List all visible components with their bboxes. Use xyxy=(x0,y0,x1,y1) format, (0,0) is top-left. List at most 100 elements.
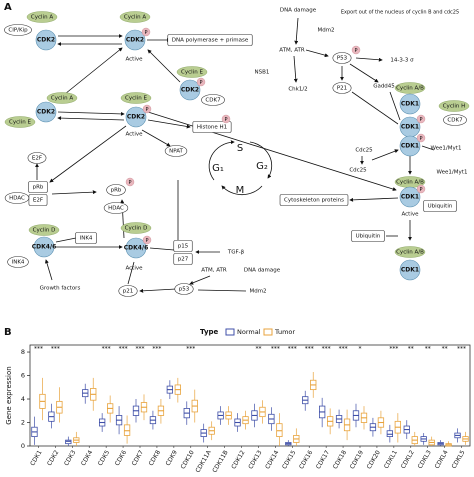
phospho-badge xyxy=(142,104,152,114)
box-node xyxy=(423,200,457,212)
x-tick-label: CDKL4 xyxy=(434,449,450,470)
node-label: INK4 xyxy=(80,236,93,242)
node-label: Cyclin A/B xyxy=(396,250,424,256)
node-label: G₁ xyxy=(212,163,224,174)
oval-node xyxy=(103,202,129,214)
node-label: DNA polymerase + primase xyxy=(172,38,249,44)
x-tick-label: CDK18 xyxy=(332,449,348,470)
node-label: DNA damage xyxy=(280,8,317,14)
node-label: p21 xyxy=(123,289,134,295)
significance-label: *** xyxy=(102,346,111,353)
node-label: CDK2 xyxy=(37,109,55,116)
node-label: Cyclin E xyxy=(125,96,147,102)
cyclin-node xyxy=(46,92,78,104)
arrows xyxy=(35,17,435,293)
significance-label: ** xyxy=(255,346,261,353)
node-label: S xyxy=(237,143,243,154)
oval-node xyxy=(27,152,47,164)
node-label: Chk1/2 xyxy=(288,87,307,93)
node-label: CDK4/6 xyxy=(32,244,57,251)
node-label: Wee1/Myt1 xyxy=(431,146,462,152)
cdk-node xyxy=(125,237,147,259)
phospho-badge xyxy=(141,27,151,37)
box-node xyxy=(279,194,349,206)
x-tick-label: CDKL2 xyxy=(400,449,416,470)
node-label: Cyclin A xyxy=(31,15,53,21)
phospho-badge xyxy=(416,133,426,143)
node-label: Active xyxy=(125,266,143,272)
x-tick-label: CDK11B xyxy=(211,449,229,474)
node-label: CDK1 xyxy=(401,143,419,150)
node-label: E2F xyxy=(33,198,43,204)
cyclin-node xyxy=(394,82,426,94)
phospho-label: P xyxy=(145,238,148,244)
cdk-node xyxy=(35,101,57,123)
node-label: pRb xyxy=(111,188,122,194)
node-label: Mdm2 xyxy=(249,289,266,295)
cyclin-node xyxy=(120,92,152,104)
node-label: NPAT xyxy=(169,149,183,155)
x-tick-label: CDK4 xyxy=(80,449,94,467)
cdk-node xyxy=(35,29,57,51)
node-label: ATM, ATR xyxy=(201,268,227,274)
phospho-label: P xyxy=(224,117,227,123)
significance-label: *** xyxy=(305,346,314,353)
oval-node xyxy=(332,82,352,94)
legend-swatch xyxy=(263,328,273,336)
x-tick-label: CDK11A xyxy=(194,448,213,473)
x-tick-label: CDK12 xyxy=(230,449,246,470)
node-label: Cyclin D xyxy=(33,228,56,234)
significance-label: *** xyxy=(51,346,60,353)
legend-label: Tumor xyxy=(274,328,295,336)
significance-label: *** xyxy=(271,346,280,353)
node-label: Active xyxy=(401,212,419,218)
x-tick-label: CDK19 xyxy=(349,449,365,470)
x-tick-label: CDK1 xyxy=(29,449,43,467)
x-tick-label: CDK8 xyxy=(148,449,162,467)
node-label: p27 xyxy=(178,257,189,263)
significance-label: ** xyxy=(408,346,414,353)
box-node xyxy=(28,194,48,206)
plot-frame xyxy=(29,344,471,447)
cyclin-node xyxy=(28,224,60,236)
box-node xyxy=(351,230,385,242)
node-label: P21 xyxy=(337,86,347,92)
node-label: Active xyxy=(125,57,143,63)
box xyxy=(276,423,283,438)
oval-node xyxy=(4,192,30,204)
node-label: pRb xyxy=(33,185,44,191)
node-label: Cdc25 xyxy=(355,148,373,154)
cyclin-node xyxy=(26,11,58,23)
legend-swatch xyxy=(225,328,235,336)
node-label: CDK1 xyxy=(401,267,419,274)
phospho-badge xyxy=(142,235,152,245)
cyclin-node xyxy=(4,116,36,128)
node-label: Mdm2 xyxy=(317,28,334,34)
node-label: G₂ xyxy=(256,161,268,172)
x-tick-label: CDKL5 xyxy=(451,449,467,470)
node-label: Growth factors xyxy=(40,286,81,292)
node-label: ATM, ATR xyxy=(279,48,305,54)
x-tick-label: CDK3 xyxy=(63,449,77,467)
cyclin-node xyxy=(119,11,151,23)
node-label: CIP/Kip xyxy=(8,28,28,34)
node-label: p53 xyxy=(179,287,190,293)
cdk-node xyxy=(33,236,55,258)
significance-label: *** xyxy=(339,346,348,353)
phospho-badge xyxy=(351,45,361,55)
x-tick-label: CDK14 xyxy=(264,449,280,470)
node-label: Cyclin D xyxy=(125,226,148,232)
x-tick-label: CDK15 xyxy=(281,449,297,470)
x-tick-label: CDK2 xyxy=(46,449,60,467)
x-tick-label: CDKL1 xyxy=(383,449,399,470)
oval-node xyxy=(201,94,225,106)
node-label: NSB1 xyxy=(255,70,270,76)
node-label: Cyclin E xyxy=(9,120,31,126)
legend-label: Normal xyxy=(237,328,261,336)
phospho-label: P xyxy=(354,48,357,54)
y-tick-label: 4 xyxy=(21,395,25,403)
node-label: Cyclin H xyxy=(443,104,466,110)
node-label: Histone H1 xyxy=(197,125,227,131)
y-tick-label: 0 xyxy=(21,442,25,450)
cyclin-node xyxy=(176,66,208,78)
